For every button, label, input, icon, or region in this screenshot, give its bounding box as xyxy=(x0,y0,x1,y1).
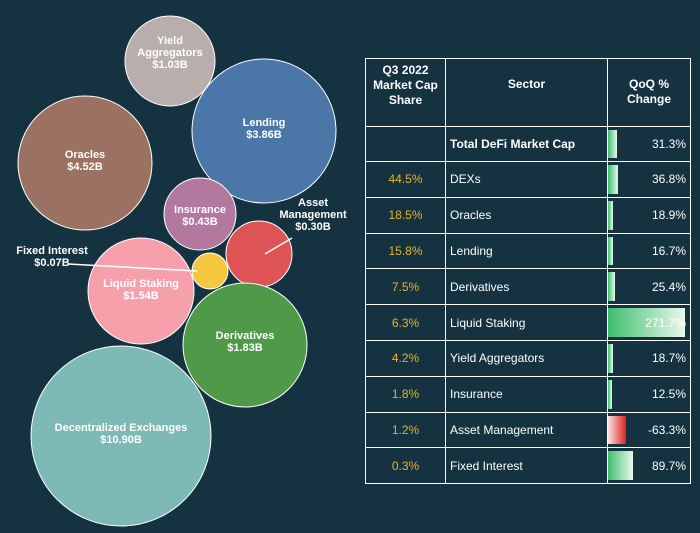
positive-change-bar xyxy=(608,308,685,337)
cell-qoq-change: 25.4% xyxy=(607,268,691,306)
positive-change-bar xyxy=(608,130,617,158)
change-value: 25.4% xyxy=(651,279,686,294)
positive-change-bar xyxy=(608,379,612,409)
table-row: 1.8% Insurance 12.5% xyxy=(365,375,691,413)
cell-qoq-change: 89.7% xyxy=(607,447,691,485)
sector-change-table: Q3 2022 Market Cap Share Sector QoQ % Ch… xyxy=(365,58,691,485)
bubble-lending xyxy=(191,58,337,204)
bubble-label-yield-aggregators: Aggregators xyxy=(137,47,202,59)
cell-sector: Derivatives xyxy=(445,268,608,306)
bubble-value-yield-aggregators: $1.03B xyxy=(152,59,188,71)
cell-qoq-change: -63.3% xyxy=(607,411,691,449)
bubble-value-liquid-staking: $1.54B xyxy=(123,290,159,302)
cell-sector: Total DeFi Market Cap xyxy=(445,126,608,162)
bubble-value-lending: $3.86B xyxy=(246,129,282,141)
table-row: 18.5% Oracles 18.9% xyxy=(365,196,691,234)
cell-market-cap-share: 6.3% xyxy=(365,304,446,341)
cell-market-cap-share: 18.5% xyxy=(365,196,446,234)
positive-change-bar xyxy=(608,451,634,481)
cell-market-cap-share xyxy=(365,126,446,162)
cell-sector: Asset Management xyxy=(445,411,608,449)
positive-change-bar xyxy=(608,165,619,194)
positive-change-bar xyxy=(608,200,614,230)
table-row: 1.2% Asset Management -63.3% xyxy=(365,411,691,449)
cell-market-cap-share: 4.2% xyxy=(365,339,446,377)
table-row: 4.2% Yield Aggregators 18.7% xyxy=(365,339,691,377)
asset-management-leader-line xyxy=(264,237,293,255)
cell-sector: Fixed Interest xyxy=(445,447,608,485)
bubble-decentralized-exchanges xyxy=(30,345,212,527)
bubble-value-insurance: $0.43B xyxy=(182,216,218,228)
negative-change-bar xyxy=(608,415,626,445)
change-value: 89.7% xyxy=(651,458,686,473)
bubble-label-asset-management: Asset xyxy=(298,197,328,209)
bubble-value-fixed-interest: $0.07B xyxy=(34,257,70,269)
bubble-label-derivatives: Derivatives xyxy=(216,330,275,342)
table-row: 44.5% DEXs 36.8% xyxy=(365,161,691,198)
bubble-label-liquid-staking: Liquid Staking xyxy=(103,278,179,290)
cell-sector: Lending xyxy=(445,232,608,270)
bubble-label-oracles: Oracles xyxy=(65,149,105,161)
change-value: 18.9% xyxy=(651,208,686,223)
cell-qoq-change: 271.7% xyxy=(607,304,691,341)
header-sector: Sector xyxy=(445,58,608,127)
change-value: 271.7% xyxy=(645,315,686,330)
cell-qoq-change: 31.3% xyxy=(607,126,691,162)
change-value: 12.5% xyxy=(651,387,686,402)
positive-change-bar xyxy=(608,272,616,302)
header-market-cap-share: Q3 2022 Market Cap Share xyxy=(365,58,446,127)
cell-market-cap-share: 15.8% xyxy=(365,232,446,270)
bubble-asset-management xyxy=(225,220,293,288)
bubble-derivatives xyxy=(182,282,308,408)
cell-sector: Oracles xyxy=(445,196,608,234)
fixed-interest-leader-line xyxy=(67,263,198,272)
cell-market-cap-share: 1.2% xyxy=(365,411,446,449)
cell-sector: DEXs xyxy=(445,161,608,198)
bubble-insurance xyxy=(163,177,237,251)
change-value: 36.8% xyxy=(651,172,686,187)
cell-qoq-change: 18.9% xyxy=(607,196,691,234)
table-row: 6.3% Liquid Staking 271.7% xyxy=(365,304,691,341)
bubble-value-asset-management: $0.30B xyxy=(295,221,331,233)
table-row: Total DeFi Market Cap 31.3% xyxy=(365,126,691,162)
bubble-label-yield-aggregators: Yield xyxy=(157,35,183,47)
positive-change-bar xyxy=(608,343,614,373)
change-value: 18.7% xyxy=(651,351,686,366)
bubble-liquid-staking xyxy=(87,237,195,345)
header-share-line-3: Share xyxy=(388,93,423,107)
change-value: 16.7% xyxy=(651,243,686,258)
cell-market-cap-share: 7.5% xyxy=(365,268,446,306)
header-share-line-2: Market Cap xyxy=(373,78,438,92)
cell-sector: Insurance xyxy=(445,375,608,413)
bubble-label-asset-management: Management xyxy=(279,209,347,221)
header-qoq-change: QoQ % Change xyxy=(607,58,691,127)
cell-market-cap-share: 0.3% xyxy=(365,447,446,485)
table-row: 7.5% Derivatives 25.4% xyxy=(365,268,691,306)
bubble-value-derivatives: $1.83B xyxy=(227,342,263,354)
cell-market-cap-share: 44.5% xyxy=(365,161,446,198)
cell-qoq-change: 12.5% xyxy=(607,375,691,413)
cell-sector: Liquid Staking xyxy=(445,304,608,341)
cell-qoq-change: 36.8% xyxy=(607,161,691,198)
bubble-label-decentralized-exchanges: Decentralized Exchanges xyxy=(55,422,188,434)
table-row: 15.8% Lending 16.7% xyxy=(365,232,691,270)
bubble-fixed-interest xyxy=(191,252,229,290)
bubble-yield-aggregators xyxy=(124,15,216,107)
bubble-value-oracles: $4.52B xyxy=(67,161,103,173)
bubble-value-decentralized-exchanges: $10.90B xyxy=(100,434,142,446)
cell-qoq-change: 18.7% xyxy=(607,339,691,377)
bubble-label-lending: Lending xyxy=(243,117,286,129)
bubble-oracles xyxy=(17,95,153,231)
bubble-label-fixed-interest: Fixed Interest xyxy=(16,245,88,257)
header-share-line-1: Q3 2022 xyxy=(382,63,429,77)
cell-market-cap-share: 1.8% xyxy=(365,375,446,413)
change-value: -63.3% xyxy=(647,422,686,437)
positive-change-bar xyxy=(608,236,613,266)
bubble-label-insurance: Insurance xyxy=(174,204,226,216)
change-value: 31.3% xyxy=(651,137,686,151)
table-row: 0.3% Fixed Interest 89.7% xyxy=(365,447,691,485)
cell-sector: Yield Aggregators xyxy=(445,339,608,377)
cell-qoq-change: 16.7% xyxy=(607,232,691,270)
